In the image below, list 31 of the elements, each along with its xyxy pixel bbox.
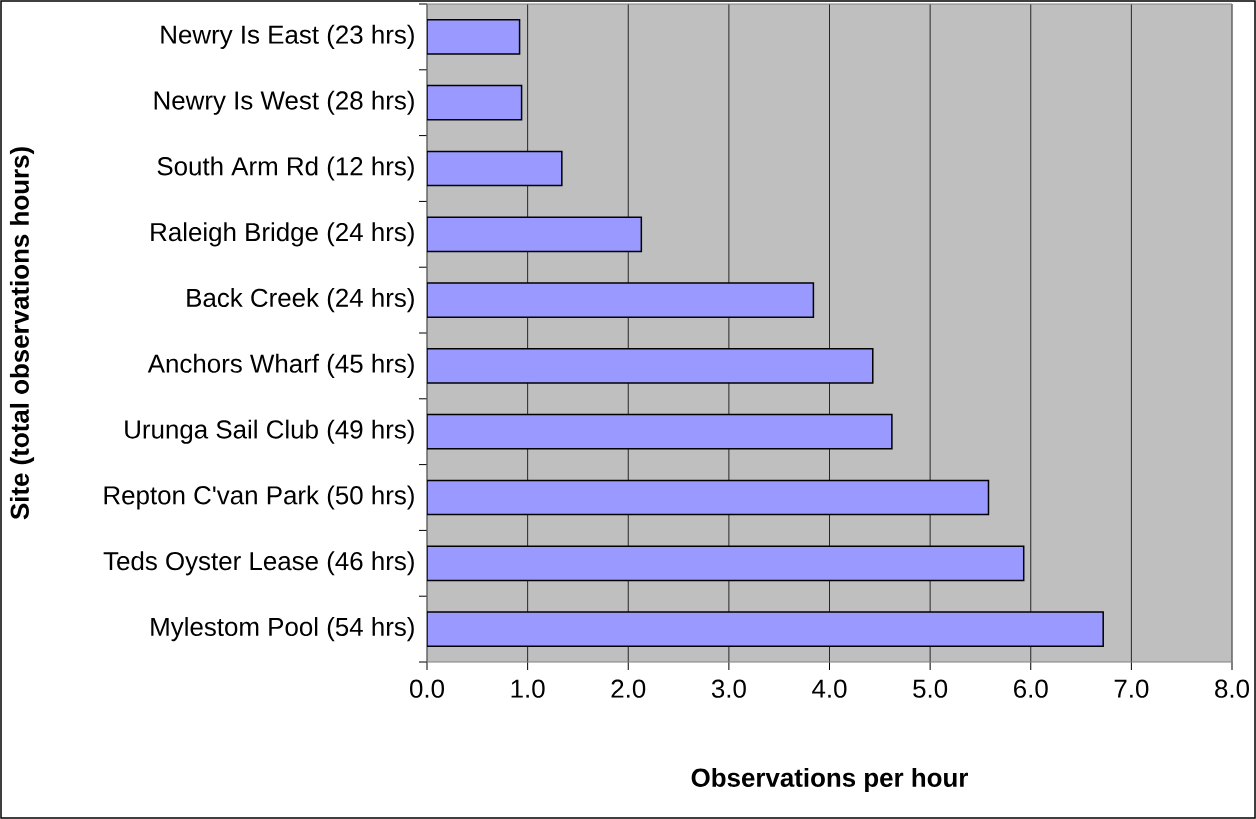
x-tick-label: 2.0 [611, 679, 646, 698]
y-tick-label: Back Creek (24 hrs) [187, 288, 414, 313]
bar [427, 611, 1104, 647]
y-axis-title: Site (total observations hours) [9, 147, 35, 520]
y-tick-label: Anchors Wharf (45 hrs) [147, 353, 414, 378]
x-tick-label: 4.0 [812, 679, 847, 698]
bar [427, 84, 523, 121]
y-tick-label: Repton C'van Park (50 hrs) [104, 485, 414, 510]
y-tick-label: Teds Oyster Lease (46 hrs) [103, 551, 414, 576]
x-tick-label: 8.0 [1215, 679, 1249, 698]
x-tick-label: 3.0 [711, 679, 746, 698]
bar [427, 19, 521, 55]
y-tick-label: Urunga Sail Club (49 hrs) [125, 419, 414, 444]
bar [427, 545, 1025, 582]
x-tick-label: 7.0 [1114, 679, 1149, 698]
x-tick-label: 5.0 [913, 679, 948, 698]
bar [427, 348, 874, 384]
x-tick-label: 0.0 [410, 679, 444, 698]
x-tick-label: 1.0 [511, 679, 545, 698]
bar [427, 150, 563, 187]
x-axis-title: Observations per hour [691, 767, 968, 793]
y-tick-label: Newry Is West (28 hrs) [154, 90, 414, 115]
bar [427, 413, 893, 450]
x-tick-label: 6.0 [1014, 679, 1048, 698]
bar [427, 479, 990, 516]
y-tick-label: Newry Is East (23 hrs) [161, 24, 414, 49]
y-tick-label: Raleigh Bridge (24 hrs) [151, 222, 414, 247]
bar [427, 216, 643, 253]
bar [427, 282, 815, 318]
y-tick-label: South Arm Rd (12 hrs) [157, 156, 414, 181]
y-tick-label: Mylestom Pool (54 hrs) [151, 617, 414, 642]
